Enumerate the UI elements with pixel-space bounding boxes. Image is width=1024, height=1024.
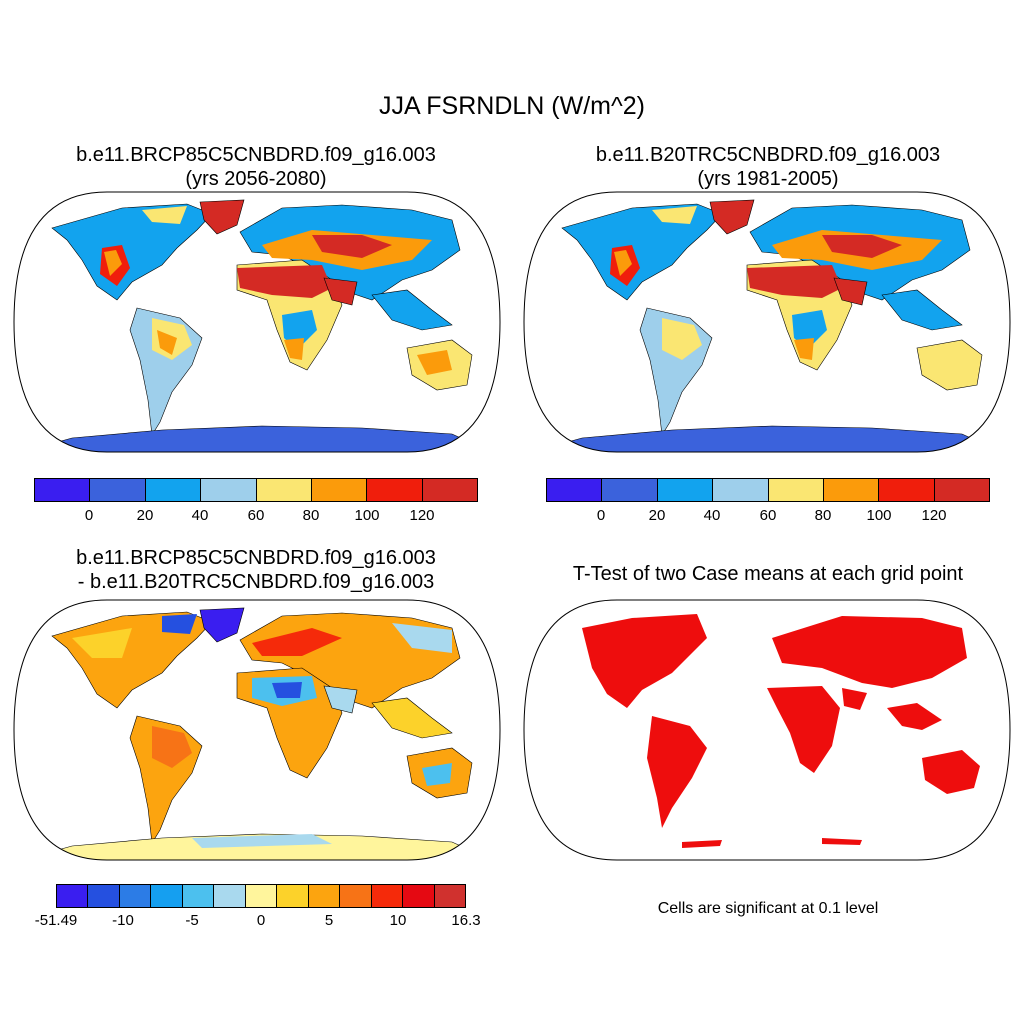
colorbar-swatch — [434, 885, 466, 907]
colorbar-historical-tick: 80 — [814, 507, 832, 524]
colorbar-swatch — [768, 479, 824, 501]
colorbar-swatch — [57, 885, 89, 907]
panel-title-ttest: T-Test of two Case means at each grid po… — [512, 562, 1024, 586]
panel-title-difference-line2: - b.e11.B20TRC5CNBDRD.f09_g16.003 — [77, 571, 435, 593]
colorbar-historical-tick: 60 — [759, 507, 777, 524]
colorbar-swatch — [90, 479, 146, 501]
colorbar-swatch — [245, 885, 278, 907]
colorbar-future-tick: 20 — [136, 507, 154, 524]
colorbar-swatch — [934, 479, 989, 501]
map-historical-svg — [523, 191, 1011, 453]
colorbar-future-tick: 60 — [247, 507, 265, 524]
panel-title-future: b.e11.BRCP85C5CNBDRD.f09_g16.003 (yrs 20… — [0, 143, 512, 191]
colorbar-difference-tick: 0 — [256, 912, 266, 929]
colorbar-swatch — [277, 885, 309, 907]
north-america — [51, 203, 213, 301]
map-future-svg — [13, 191, 501, 453]
colorbar-future-tick: 100 — [354, 507, 380, 524]
colorbar-future-tick: 120 — [409, 507, 435, 524]
colorbar-swatch — [367, 479, 423, 501]
colorbar-swatch — [119, 885, 152, 907]
map-difference-svg — [13, 599, 501, 861]
map-future — [12, 190, 502, 454]
colorbar-swatch — [311, 479, 368, 501]
colorbar-difference-tick: 5 — [324, 912, 334, 929]
map-historical — [522, 190, 1012, 454]
colorbar-historical-tick: 100 — [866, 507, 892, 524]
colorbar-historical-tick: 20 — [648, 507, 666, 524]
colorbar-swatch — [214, 885, 246, 907]
panel-title-historical: b.e11.B20TRC5CNBDRD.f09_g16.003 (yrs 198… — [512, 143, 1024, 191]
panel-title-future-line1: b.e11.BRCP85C5CNBDRD.f09_g16.003 — [76, 144, 436, 166]
arabia — [323, 277, 358, 306]
colorbar-swatch — [35, 479, 91, 501]
colorbar-swatch — [256, 479, 312, 501]
colorbar-difference-tick: -10 — [112, 912, 134, 929]
colorbar-swatch — [88, 885, 120, 907]
colorbar-difference-tick: 16.3 — [451, 912, 481, 929]
colorbar-swatch — [879, 479, 935, 501]
colorbar-swatch — [713, 479, 769, 501]
panel-title-historical-line1: b.e11.B20TRC5CNBDRD.f09_g16.003 — [595, 144, 941, 166]
colorbar-swatch — [422, 479, 477, 501]
panel-title-ttest-line1: T-Test of two Case means at each grid po… — [572, 563, 964, 585]
colorbar-historical-tick: 0 — [596, 507, 606, 524]
colorbar-swatch — [308, 885, 341, 907]
colorbar-difference-tick: -5 — [185, 912, 199, 929]
colorbar-historical — [546, 478, 990, 502]
colorbar-difference — [56, 884, 466, 908]
colorbar-historical-tick: 40 — [703, 507, 721, 524]
colorbar-swatch — [547, 479, 603, 501]
main-title: JJA FSRNDLN (W/m^2) — [379, 92, 645, 120]
southeast-asia — [371, 289, 453, 331]
sahara — [237, 265, 332, 298]
map-difference — [12, 598, 502, 862]
panel-title-historical-line2: (yrs 1981-2005) — [697, 168, 839, 190]
colorbar-swatch — [201, 479, 257, 501]
map-ttest — [522, 598, 1012, 862]
colorbar-swatch — [145, 479, 202, 501]
colorbar-swatch — [657, 479, 714, 501]
panel-title-future-line2: (yrs 2056-2080) — [185, 168, 327, 190]
colorbar-difference-tick: 10 — [389, 912, 407, 929]
map-ttest-svg — [523, 599, 1011, 861]
colorbar-swatch — [340, 885, 372, 907]
colorbar-swatch — [823, 479, 880, 501]
colorbar-swatch — [403, 885, 435, 907]
panel-title-difference-line1: b.e11.BRCP85C5CNBDRD.f09_g16.003 — [76, 547, 436, 569]
colorbar-future-tick: 0 — [84, 507, 94, 524]
colorbar-historical-tick: 120 — [921, 507, 947, 524]
antarctica — [21, 425, 493, 452]
colorbar-future-tick: 40 — [191, 507, 209, 524]
colorbar-swatch — [151, 885, 183, 907]
colorbar-swatch — [602, 479, 658, 501]
colorbar-future-tick: 80 — [302, 507, 320, 524]
colorbar-future — [34, 478, 478, 502]
panel-title-difference: b.e11.BRCP85C5CNBDRD.f09_g16.003 - b.e11… — [0, 546, 512, 594]
colorbar-swatch — [371, 885, 404, 907]
colorbar-swatch — [182, 885, 215, 907]
colorbar-difference-tick: -51.49 — [34, 912, 78, 929]
greenland — [199, 199, 245, 235]
significance-note: Cells are significant at 0.1 level — [657, 900, 879, 917]
